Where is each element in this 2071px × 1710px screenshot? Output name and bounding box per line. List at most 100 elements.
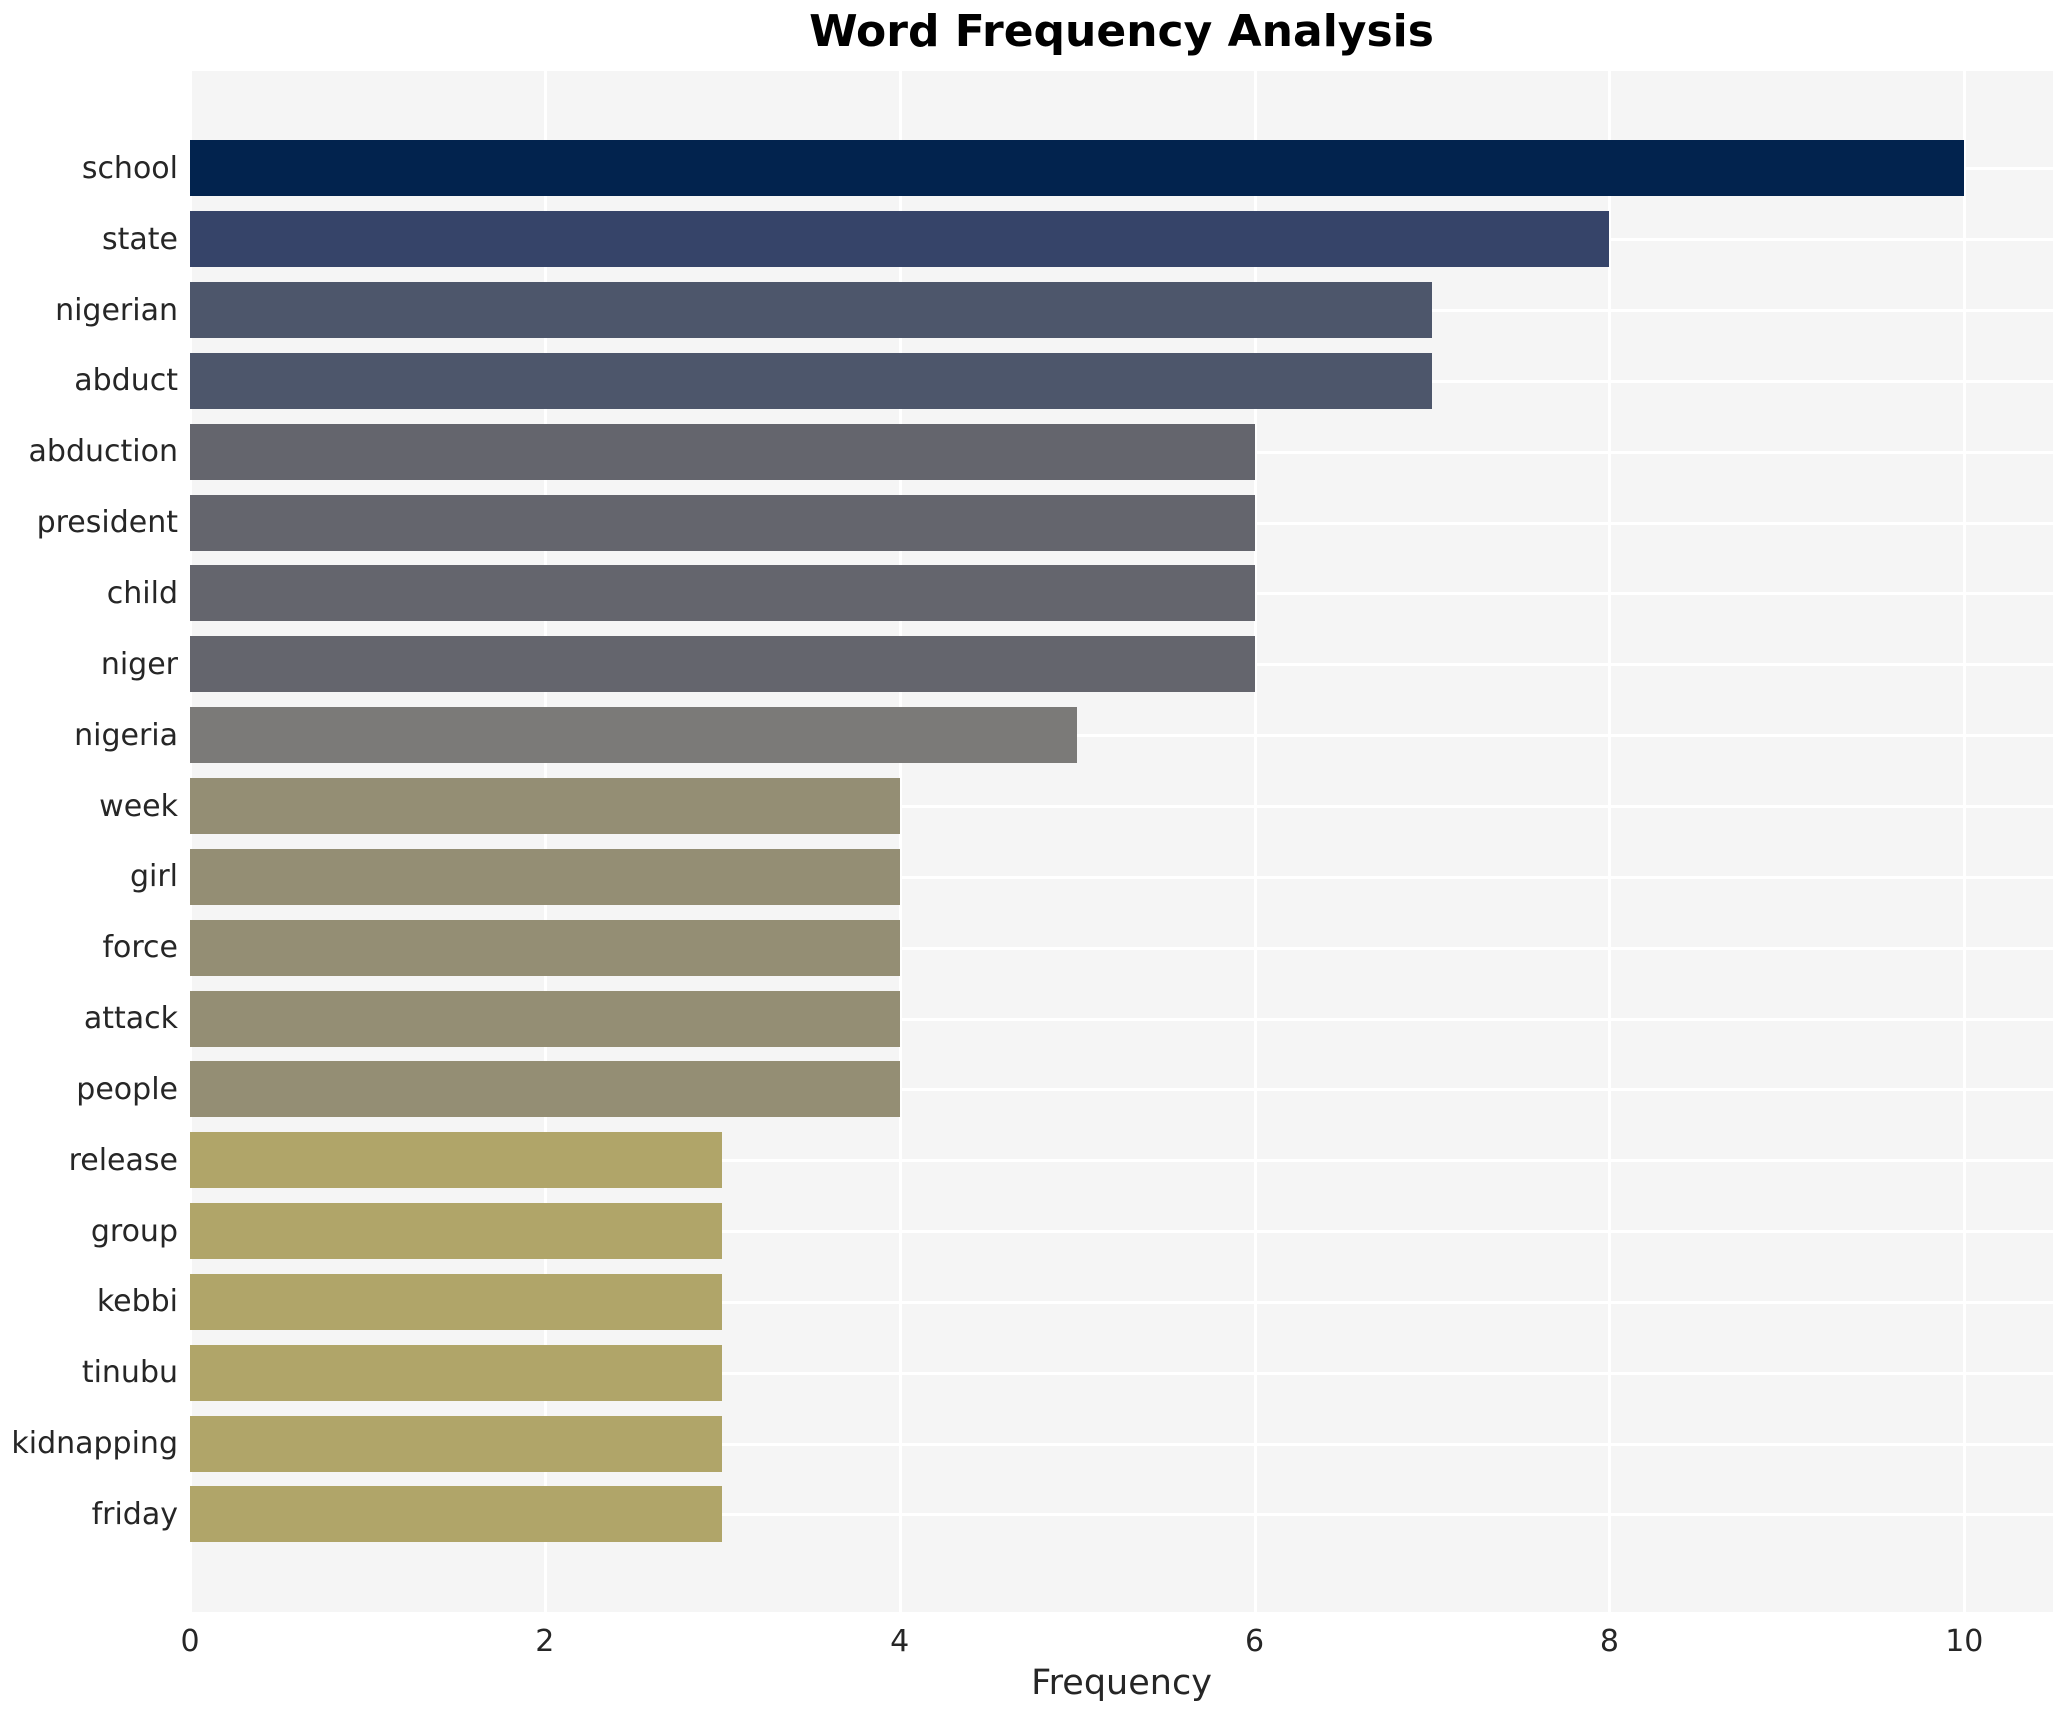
y-tick-label: child bbox=[106, 575, 178, 611]
x-tick-label-4: 4 bbox=[890, 1624, 910, 1659]
bar-track bbox=[190, 133, 2053, 204]
bar-row: child bbox=[0, 558, 2053, 629]
x-tick-label-10: 10 bbox=[1945, 1624, 1984, 1659]
y-tick-label: friday bbox=[91, 1496, 178, 1532]
bar-track bbox=[190, 912, 2053, 983]
vertical-gridlines bbox=[189, 71, 2053, 1612]
bar-niger bbox=[190, 636, 1255, 693]
horizontal-gridline bbox=[190, 1017, 2053, 1021]
bar-kidnapping bbox=[190, 1415, 723, 1472]
y-tick-label: president bbox=[36, 505, 178, 541]
bar-abduct bbox=[190, 352, 1432, 409]
y-tick-label: tinubu bbox=[81, 1355, 178, 1391]
bar-tinubu bbox=[190, 1344, 723, 1401]
bar-row: friday bbox=[0, 1479, 2053, 1550]
horizontal-gridline bbox=[190, 1230, 2053, 1234]
bar-track bbox=[190, 841, 2053, 912]
bar-friday bbox=[190, 1486, 723, 1543]
bar-track bbox=[190, 1479, 2053, 1550]
y-tick-label: group bbox=[90, 1213, 178, 1249]
y-tick-label: school bbox=[81, 150, 178, 186]
bar-row: kebbi bbox=[0, 1267, 2053, 1338]
y-tick-label: force bbox=[102, 930, 178, 966]
x-tick-label-2: 2 bbox=[535, 1624, 555, 1659]
bar-kebbi bbox=[190, 1273, 723, 1330]
x-axis-ticks: 0 2 4 6 8 10 bbox=[0, 1624, 2071, 1664]
gridline-x-4 bbox=[898, 71, 902, 1612]
bar-row: tinubu bbox=[0, 1337, 2053, 1408]
horizontal-gridline bbox=[190, 1159, 2053, 1163]
bar-track bbox=[190, 275, 2053, 346]
bar-track bbox=[190, 1408, 2053, 1479]
bar-row: girl bbox=[0, 841, 2053, 912]
horizontal-gridline bbox=[190, 1371, 2053, 1375]
bar-track bbox=[190, 1196, 2053, 1267]
horizontal-gridline bbox=[190, 875, 2053, 879]
bar-track bbox=[190, 487, 2053, 558]
bar-track bbox=[190, 771, 2053, 842]
y-tick-label: state bbox=[102, 221, 178, 257]
bar-row: abduction bbox=[0, 416, 2053, 487]
bar-row: release bbox=[0, 1125, 2053, 1196]
bar-track bbox=[190, 700, 2053, 771]
y-tick-label: week bbox=[99, 788, 178, 824]
y-tick-label: nigeria bbox=[74, 717, 178, 753]
gridline-x-6 bbox=[1253, 71, 1257, 1612]
bar-track bbox=[190, 558, 2053, 629]
bar-row: state bbox=[0, 204, 2053, 275]
bar-track bbox=[190, 1337, 2053, 1408]
x-axis-title: Frequency bbox=[1031, 1663, 1212, 1703]
bar-nigerian bbox=[190, 282, 1432, 339]
bar-row: president bbox=[0, 487, 2053, 558]
horizontal-gridline bbox=[190, 1088, 2053, 1092]
bar-rows: school state nigerian abduct abduction bbox=[0, 71, 2053, 1612]
horizontal-gridline bbox=[190, 805, 2053, 809]
bar-row: niger bbox=[0, 629, 2053, 700]
bar-row: week bbox=[0, 771, 2053, 842]
bar-release bbox=[190, 1132, 723, 1189]
gridline-x-10 bbox=[1963, 71, 1967, 1612]
bar-row: abduct bbox=[0, 346, 2053, 417]
bar-row: nigerian bbox=[0, 275, 2053, 346]
y-tick-label: attack bbox=[83, 1001, 178, 1037]
chart-title: Word Frequency Analysis bbox=[809, 6, 1434, 57]
bar-row: school bbox=[0, 133, 2053, 204]
bar-group bbox=[190, 1203, 723, 1260]
bar-school bbox=[190, 140, 1965, 197]
horizontal-gridline bbox=[190, 1300, 2053, 1304]
horizontal-gridline bbox=[190, 1442, 2053, 1446]
bar-track bbox=[190, 1054, 2053, 1125]
bar-child bbox=[190, 565, 1255, 622]
bar-week bbox=[190, 778, 900, 835]
bar-president bbox=[190, 494, 1255, 551]
y-tick-label: abduct bbox=[74, 363, 178, 399]
bar-track bbox=[190, 1267, 2053, 1338]
bar-track bbox=[190, 416, 2053, 487]
gridline-x-0 bbox=[189, 71, 192, 1612]
y-tick-label: kidnapping bbox=[11, 1426, 178, 1462]
horizontal-gridline bbox=[190, 946, 2053, 950]
bar-row: kidnapping bbox=[0, 1408, 2053, 1479]
bar-force bbox=[190, 919, 900, 976]
gridline-x-8 bbox=[1608, 71, 1612, 1612]
bar-people bbox=[190, 1061, 900, 1118]
bar-track bbox=[190, 629, 2053, 700]
bar-row: attack bbox=[0, 983, 2053, 1054]
y-tick-label: girl bbox=[129, 859, 178, 895]
bar-track bbox=[190, 204, 2053, 275]
gridline-x-2 bbox=[543, 71, 547, 1612]
bar-row: people bbox=[0, 1054, 2053, 1125]
bar-abduction bbox=[190, 423, 1255, 480]
bar-attack bbox=[190, 990, 900, 1047]
bar-state bbox=[190, 211, 1610, 268]
y-tick-label: niger bbox=[100, 646, 178, 682]
y-tick-label: nigerian bbox=[55, 292, 178, 328]
bar-track bbox=[190, 983, 2053, 1054]
x-tick-label-8: 8 bbox=[1599, 1624, 1619, 1659]
bar-track bbox=[190, 1125, 2053, 1196]
horizontal-gridline bbox=[190, 1513, 2053, 1517]
horizontal-gridline bbox=[190, 734, 2053, 738]
x-tick-label-0: 0 bbox=[180, 1624, 200, 1659]
bar-nigeria bbox=[190, 707, 1078, 764]
